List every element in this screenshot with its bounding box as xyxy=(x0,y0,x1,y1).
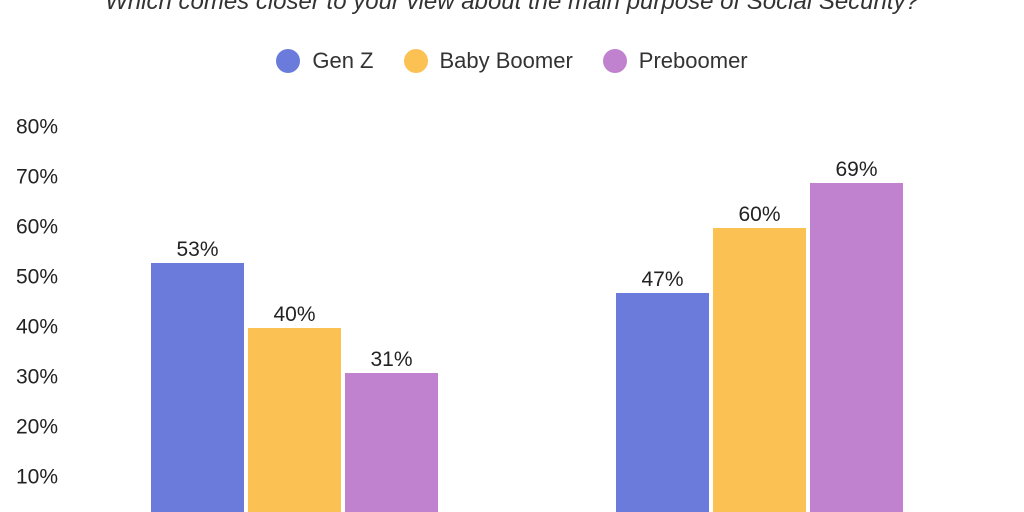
data-label: 69% xyxy=(835,158,877,181)
y-tick-label: 70% xyxy=(16,166,58,189)
legend-item-gen-z: Gen Z xyxy=(276,48,374,74)
data-label: 40% xyxy=(273,303,315,326)
bar xyxy=(248,328,341,512)
legend-label-gen-z: Gen Z xyxy=(312,48,374,73)
bar xyxy=(151,263,244,512)
legend-swatch-baby-boomer xyxy=(403,49,428,73)
legend-item-baby-boomer: Baby Boomer xyxy=(403,48,573,74)
y-tick-label: 20% xyxy=(16,416,58,439)
legend: Gen Z Baby Boomer Preboomer xyxy=(0,48,1024,74)
legend-swatch-gen-z xyxy=(276,49,301,73)
chart-title: Which comes closer to your view about th… xyxy=(105,0,919,15)
data-label: 53% xyxy=(176,238,218,261)
data-label: 60% xyxy=(738,203,780,226)
y-tick-label: 30% xyxy=(16,366,58,389)
data-label: 31% xyxy=(370,348,412,371)
y-tick-label: 10% xyxy=(16,466,58,489)
y-tick-label: 40% xyxy=(16,316,58,339)
bar xyxy=(616,293,709,512)
bar xyxy=(713,228,806,512)
legend-label-preboomer: Preboomer xyxy=(638,48,748,73)
data-label: 47% xyxy=(641,268,683,291)
bar xyxy=(810,183,903,512)
legend-label-baby-boomer: Baby Boomer xyxy=(439,48,573,73)
y-tick-label: 60% xyxy=(16,216,58,239)
legend-item-preboomer: Preboomer xyxy=(602,48,748,74)
y-tick-label: 80% xyxy=(16,116,58,139)
legend-swatch-preboomer xyxy=(602,49,627,73)
y-tick-label: 50% xyxy=(16,266,58,289)
bar xyxy=(345,373,438,512)
